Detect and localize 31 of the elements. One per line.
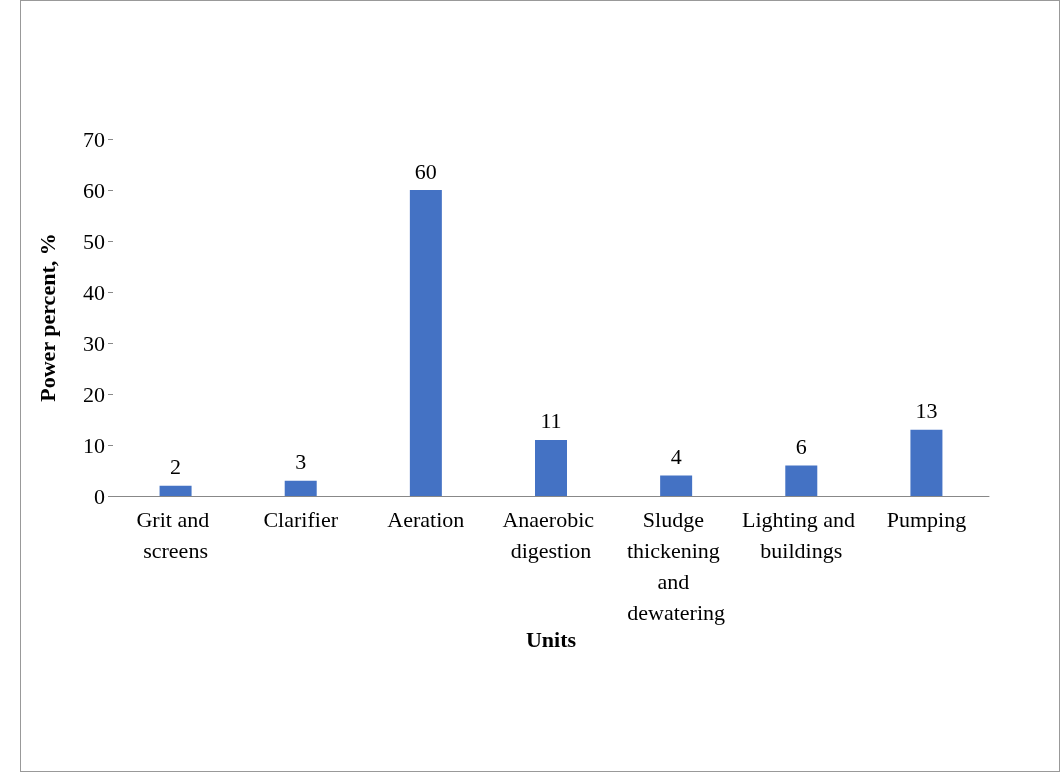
data-label: 2	[170, 454, 182, 480]
y-tick-label: 40	[83, 279, 105, 305]
x-tick-label: Aeration	[387, 507, 465, 532]
x-tick-label: Lighting and buildings	[742, 507, 861, 563]
bar	[910, 429, 943, 496]
y-tick-label: 70	[83, 126, 105, 152]
x-axis-title: Units	[525, 627, 577, 653]
y-tick-label: 20	[83, 381, 105, 407]
y-tick-label: 10	[83, 432, 105, 458]
y-axis-title: Power percent, %	[34, 233, 60, 402]
y-tick-label: 50	[83, 228, 105, 254]
bar	[535, 439, 567, 496]
bar	[660, 475, 693, 496]
data-label: 13	[915, 398, 938, 424]
y-tick-label: 30	[83, 330, 105, 356]
bar	[409, 190, 442, 496]
y-tick-label: 0	[94, 483, 105, 509]
x-tick-label: Clarifier	[263, 507, 339, 532]
bar	[785, 465, 818, 496]
x-tick-label: Pumping	[886, 507, 967, 532]
bar	[159, 485, 192, 496]
data-label: 60	[414, 158, 437, 184]
x-tick-label: Grit and screens	[136, 507, 215, 563]
data-label: 11	[540, 408, 562, 434]
bar	[284, 480, 317, 496]
data-label: 6	[795, 433, 807, 459]
x-tick-label: Anaerobic digestion	[502, 507, 600, 563]
data-label: 4	[670, 444, 682, 470]
y-tick-label: 60	[83, 177, 105, 203]
data-label: 3	[295, 449, 307, 475]
x-tick-label: Sludge thickening and dewatering	[626, 507, 726, 625]
